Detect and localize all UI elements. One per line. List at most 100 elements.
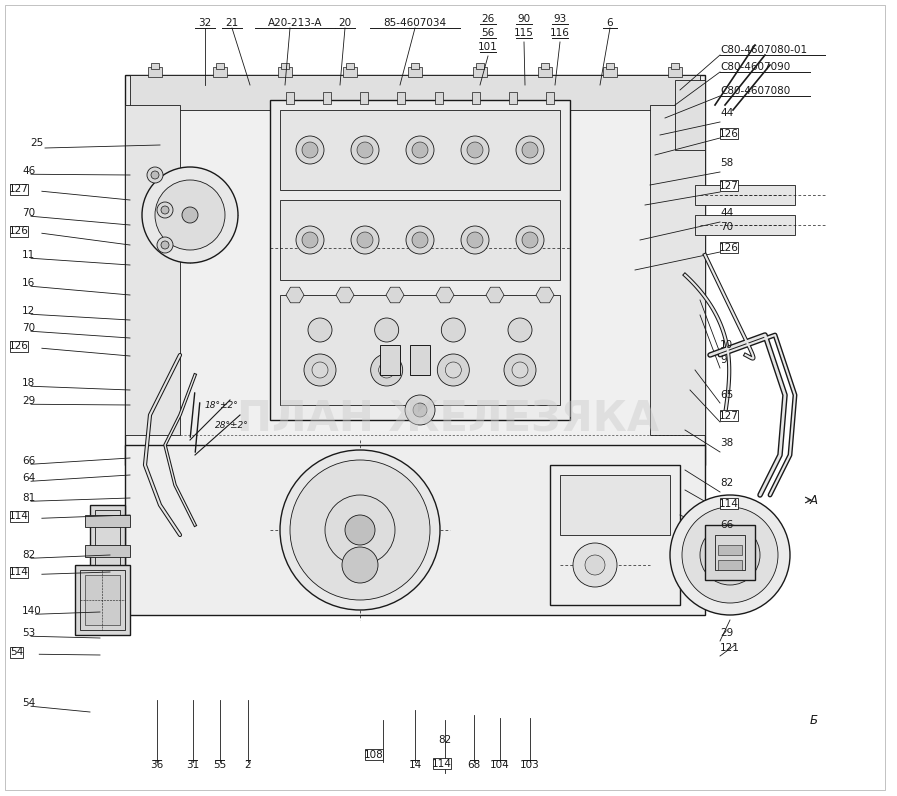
Text: 66: 66 [22, 456, 35, 466]
Circle shape [405, 395, 435, 425]
Circle shape [441, 318, 466, 342]
Bar [671, 63, 679, 69]
Bar [290, 525, 400, 537]
Circle shape [351, 136, 379, 164]
Text: 114: 114 [718, 498, 739, 509]
Bar [10, 184, 28, 195]
Bar [343, 67, 357, 77]
Circle shape [412, 142, 428, 158]
Circle shape [312, 362, 328, 378]
Circle shape [700, 525, 760, 585]
Text: 55: 55 [213, 760, 227, 770]
Text: 58: 58 [720, 158, 733, 168]
Text: 36: 36 [151, 760, 163, 770]
Bar [95, 510, 120, 580]
Polygon shape [386, 287, 404, 302]
Bar [270, 100, 570, 420]
Text: 56: 56 [482, 28, 494, 38]
Text: 28°±2°: 28°±2° [215, 421, 248, 430]
Circle shape [151, 171, 159, 179]
Bar [705, 525, 755, 580]
Text: 68: 68 [467, 760, 481, 770]
Bar [720, 498, 737, 509]
Text: 54: 54 [22, 698, 35, 708]
Text: C80-4607080: C80-4607080 [720, 86, 790, 96]
Bar [85, 545, 130, 557]
Text: 16: 16 [22, 278, 35, 288]
Bar [400, 505, 430, 555]
Bar [148, 67, 162, 77]
Bar [125, 445, 705, 615]
Circle shape [413, 403, 427, 417]
Circle shape [585, 555, 605, 575]
Text: 90: 90 [518, 14, 530, 24]
Circle shape [522, 142, 538, 158]
Bar [290, 505, 320, 555]
Polygon shape [486, 287, 504, 302]
Bar [85, 515, 130, 527]
Text: A: A [810, 494, 818, 506]
Text: 82: 82 [720, 478, 733, 488]
Bar [323, 92, 331, 104]
Bar [286, 92, 294, 104]
Bar [10, 226, 28, 237]
Text: 82: 82 [439, 735, 451, 745]
Bar [280, 295, 560, 405]
Bar [546, 92, 554, 104]
Text: 38: 38 [720, 438, 733, 448]
Bar [90, 505, 125, 585]
Text: ПЛАН ЖЕЛЕЗЯКА: ПЛАН ЖЕЛЕЗЯКА [237, 399, 659, 441]
Circle shape [670, 495, 790, 615]
Bar [397, 92, 405, 104]
Text: 103: 103 [520, 760, 540, 770]
Circle shape [445, 362, 461, 378]
Circle shape [516, 226, 544, 254]
Bar [606, 63, 614, 69]
Text: 12: 12 [22, 306, 35, 316]
Text: 114: 114 [431, 759, 452, 769]
Bar [151, 63, 159, 69]
Bar [433, 758, 450, 769]
Circle shape [280, 450, 440, 610]
Bar [668, 67, 682, 77]
Circle shape [290, 460, 430, 600]
Bar [720, 128, 737, 139]
Text: 25: 25 [30, 138, 43, 148]
Bar [715, 535, 745, 570]
Text: 26: 26 [482, 14, 494, 24]
Text: 32: 32 [198, 18, 212, 28]
Bar [675, 80, 705, 150]
Polygon shape [436, 287, 454, 302]
Text: 44: 44 [720, 108, 733, 118]
Circle shape [296, 226, 324, 254]
Text: 114: 114 [9, 568, 29, 577]
Circle shape [357, 232, 373, 248]
Bar [410, 345, 430, 375]
Circle shape [370, 354, 403, 386]
Circle shape [155, 180, 225, 250]
Circle shape [516, 136, 544, 164]
Bar [720, 242, 737, 253]
Circle shape [461, 136, 489, 164]
Circle shape [302, 232, 318, 248]
Bar [541, 63, 549, 69]
Circle shape [308, 318, 332, 342]
Circle shape [504, 354, 536, 386]
Circle shape [182, 207, 198, 223]
Bar [10, 341, 28, 352]
Circle shape [512, 362, 528, 378]
Bar [472, 92, 480, 104]
Text: 85-4607034: 85-4607034 [383, 18, 447, 28]
Text: C80-4607080-01: C80-4607080-01 [720, 45, 807, 55]
Circle shape [375, 318, 398, 342]
Bar [650, 105, 705, 435]
Circle shape [142, 167, 238, 263]
Bar [278, 67, 292, 77]
Text: 9: 9 [720, 355, 727, 365]
Circle shape [412, 232, 428, 248]
Polygon shape [286, 287, 304, 302]
Circle shape [345, 515, 375, 545]
Text: 66: 66 [720, 520, 733, 530]
Text: Б: Б [810, 713, 818, 727]
Circle shape [161, 206, 169, 214]
